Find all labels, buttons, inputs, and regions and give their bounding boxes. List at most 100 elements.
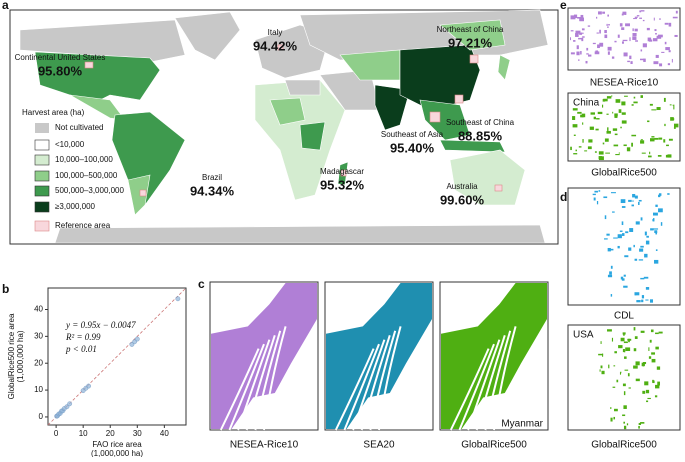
rice-pixel [668,138,673,141]
rice-pixel [644,231,647,236]
rice-pixel [604,34,608,39]
rice-pixel [570,52,575,55]
rice-pixel [663,139,666,143]
rice-pixel [658,193,662,196]
rice-pixel [660,222,663,226]
rice-pixel [654,395,658,398]
rice-pixel [658,137,663,140]
legend-label: <10,000 [55,140,85,149]
rice-pixel [587,146,592,150]
rice-pixel [595,50,599,54]
rice-pixel [585,60,588,64]
region-name: Australia [446,182,478,191]
reference-areas [84,44,503,197]
rice-pixel [631,104,634,106]
label-bg [498,418,546,429]
rice-pixel [622,332,626,335]
rice-pixel [656,35,662,39]
x-tick-label: 30 [133,429,142,438]
rice-pixel [664,41,667,45]
rice-pixel [664,123,666,127]
rice-pixel [673,106,675,110]
rice-pixel [645,240,650,245]
rice-pixel [584,150,588,152]
rice-pixel [599,42,604,47]
rice-pixel [645,299,649,301]
rice-pixel [624,356,627,359]
rice-pixel [628,387,631,389]
rice-pixel [661,51,665,53]
rice-pixel [620,276,624,280]
rice-pixel [632,28,634,32]
rice-pixel [652,38,658,42]
legend-swatch [34,139,50,151]
rice-pixel [612,111,614,114]
rice-pixel [649,339,652,343]
legend-label: 500,000–3,000,000 [55,186,125,195]
region-accuracy: 97.21% [448,35,493,50]
rice-pixel [602,142,605,145]
river [334,348,375,431]
rice-pixel [607,329,612,332]
rice-pixel [652,380,655,384]
rice-pixel [654,230,658,234]
rice-pixel [635,221,640,225]
rice-pixel [613,365,616,367]
rice-pixel [653,17,655,21]
rice-pixel [599,29,601,34]
river [343,343,380,431]
rice-pixel [646,400,649,403]
rice-pixel [647,120,650,123]
region-accuracy: 88.85% [458,128,503,143]
rice-pixel [673,127,676,129]
rice-pixel [608,364,610,369]
rice-pixel [621,101,626,106]
rice-pixel [618,345,623,349]
rice-pixel [573,40,576,42]
rice-pixel [625,231,629,234]
rice-pixel [596,32,599,34]
rice-pixel [658,331,663,334]
rice-pixel [625,23,630,27]
rice-pixel [611,56,615,59]
region-label: Myanmar [501,419,543,430]
rice-pixel [667,154,672,158]
rice-pixel [610,294,613,297]
rice-pixel [621,278,625,281]
rice-pixel [607,51,610,55]
rice-pixel [596,16,598,19]
rice-pixel [579,17,584,22]
river [484,330,512,431]
rice-pixel [626,423,629,426]
rice-pixel [614,133,618,136]
region-accuracy: 99.60% [440,192,485,207]
rice-pixel [629,37,631,42]
rice-pixel [668,50,671,53]
rice-pixel [634,16,638,18]
rice-pixel [640,140,645,144]
region-label: USA [573,330,594,341]
rice-pixel [634,28,638,32]
rice-pixel [601,370,605,375]
rice-pixel [573,14,578,19]
image-frame [567,7,681,71]
rice-pixel [648,155,652,158]
rice-pixel [605,152,610,154]
image-caption: NESEA-Rice10 [230,440,299,451]
image-caption: CDL [614,311,634,322]
rice-pixel [580,51,582,55]
rice-pixel [607,46,612,51]
rice-pixel [589,126,594,130]
rice-pixel [607,247,611,252]
rice-pixel [642,43,647,48]
rice-pixel [600,365,603,369]
rice-pixel [621,120,627,124]
rice-pixel [623,405,627,409]
rice-pixel [671,58,673,63]
rice-pixel [576,51,580,56]
river [352,339,386,431]
rice-pixel [651,109,657,111]
rice-pixel [634,258,638,261]
river [449,348,490,431]
rice-pixel [633,101,638,104]
